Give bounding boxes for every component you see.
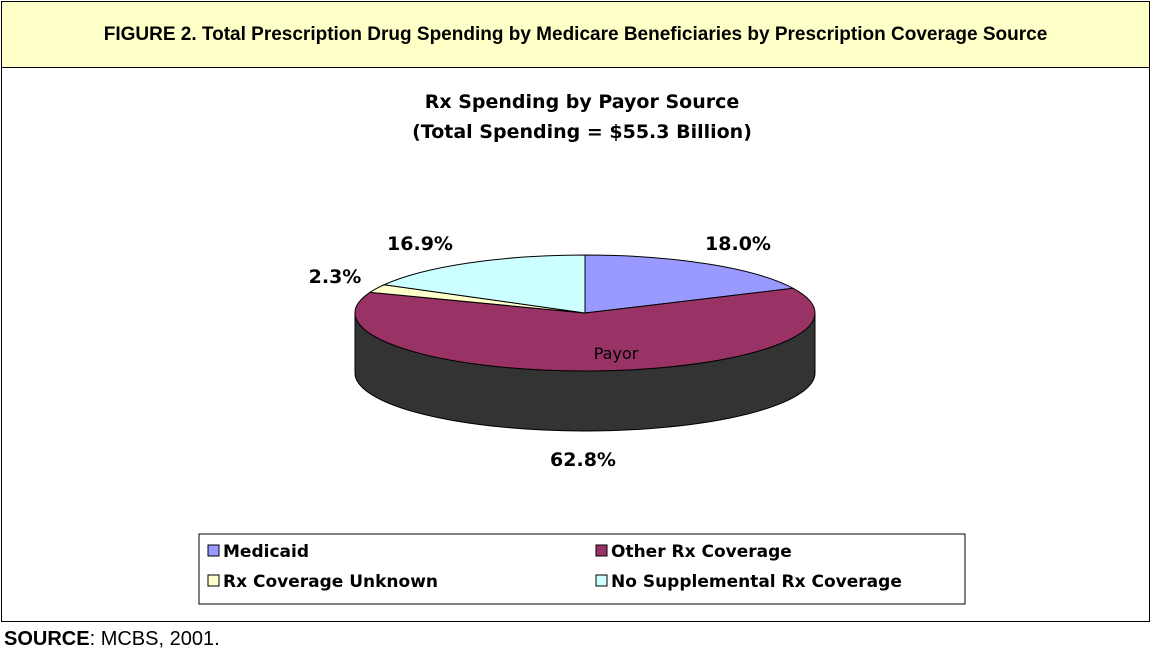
data-label-other-rx-coverage: 62.8% [550, 449, 616, 471]
pie-chart: Rx Spending by Payor Source (Total Spendi… [198, 91, 966, 605]
legend-box [198, 533, 966, 605]
chart-title: Rx Spending by Payor Source [425, 91, 740, 113]
legend-swatch-other-rx-coverage [595, 544, 608, 557]
figure-frame: FIGURE 2. Total Prescription Drug Spendi… [1, 1, 1150, 622]
pie-slice-medicaid [584, 254, 795, 314]
legend-label-other-rx-coverage: Other Rx Coverage [611, 542, 792, 562]
pie-center-label: Payor [594, 344, 639, 363]
pie-slice-no-supplemental-rx-coverage [382, 254, 586, 314]
legend-swatch-no-supplemental-rx-coverage [595, 574, 608, 587]
pie-slice-other-rx-coverage [354, 287, 816, 372]
data-label-rx-coverage-unknown: 2.3% [309, 266, 362, 288]
legend-label-rx-coverage-unknown: Rx Coverage Unknown [223, 572, 438, 592]
figure-title: FIGURE 2. Total Prescription Drug Spendi… [2, 2, 1149, 68]
legend-label-medicaid: Medicaid [223, 542, 309, 562]
source-note: SOURCE: MCBS, 2001. [4, 627, 220, 651]
data-label-no-supplemental-rx-coverage: 16.9% [387, 233, 453, 255]
data-label-medicaid: 18.0% [705, 233, 771, 255]
source-label: SOURCE [4, 628, 90, 650]
legend-swatch-medicaid [207, 544, 220, 557]
legend-swatch-rx-coverage-unknown [207, 574, 220, 587]
chart-area: Rx Spending by Payor Source (Total Spendi… [2, 68, 1149, 621]
chart-subtitle: (Total Spending = $55.3 Billion) [412, 121, 752, 143]
source-text: : MCBS, 2001. [89, 628, 220, 650]
legend-label-no-supplemental-rx-coverage: No Supplemental Rx Coverage [611, 572, 902, 592]
